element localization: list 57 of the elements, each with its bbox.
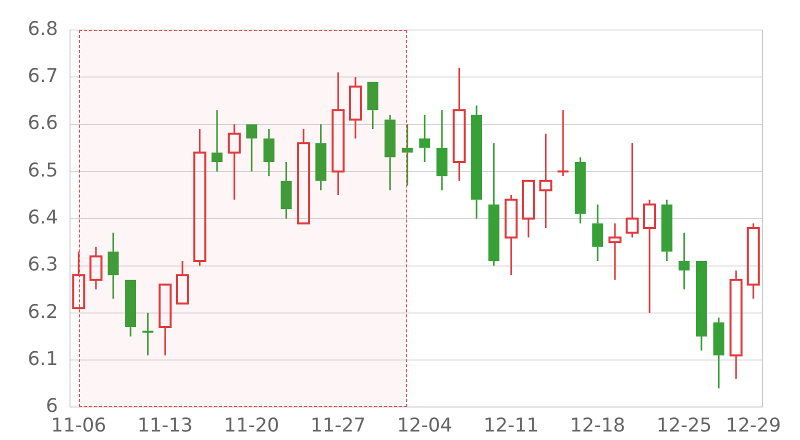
candlestick xyxy=(176,260,189,304)
x-tick-label: 11-20 xyxy=(224,414,280,437)
y-tick-label: 6.4 xyxy=(28,206,58,229)
candlestick xyxy=(556,109,570,177)
candlestick xyxy=(488,142,500,267)
candlestick xyxy=(471,104,482,220)
candlestick xyxy=(504,194,518,276)
x-tick-label: 12-29 xyxy=(726,414,781,437)
x-tick-label: 11-27 xyxy=(310,414,366,437)
candlestick xyxy=(89,246,102,290)
y-tick-label: 6 xyxy=(46,395,58,418)
candlestick xyxy=(193,128,206,267)
candlestick xyxy=(402,124,413,186)
candlestick xyxy=(348,76,362,140)
candlestick xyxy=(263,128,274,177)
candlestick xyxy=(419,114,430,163)
x-tick-label: 11-13 xyxy=(138,414,193,437)
candlestick xyxy=(315,124,326,192)
candlestick xyxy=(297,128,310,224)
candlestick xyxy=(730,270,743,380)
x-tick-label: 12-25 xyxy=(656,414,712,437)
candlestick xyxy=(158,284,172,356)
candlestick xyxy=(436,109,448,192)
candlestick xyxy=(696,261,707,352)
candlestick xyxy=(108,232,119,300)
x-tick-label: 11-06 xyxy=(51,414,106,437)
y-tick-label: 6.2 xyxy=(28,300,58,323)
x-tick-label: 12-11 xyxy=(484,414,539,437)
candlestick xyxy=(384,114,396,192)
y-tick-label: 6.6 xyxy=(28,112,58,134)
candlestick xyxy=(678,232,690,290)
candlestick xyxy=(228,124,241,201)
candlestick xyxy=(713,316,724,390)
candlestick xyxy=(367,82,378,130)
candlestick xyxy=(539,132,552,229)
candlestick xyxy=(332,72,345,196)
y-tick-label: 6.3 xyxy=(28,254,58,276)
candlestick xyxy=(246,124,258,172)
candlestick xyxy=(72,250,86,310)
candlestick xyxy=(626,142,639,238)
candlestick xyxy=(643,198,656,314)
candlestick xyxy=(746,222,760,300)
candlestick xyxy=(452,66,466,182)
candlestick xyxy=(608,222,622,281)
candlestick xyxy=(661,198,672,262)
candlestick xyxy=(574,156,586,224)
y-tick-label: 6.8 xyxy=(28,18,58,40)
y-tick-label: 6.5 xyxy=(28,159,58,182)
candlestick xyxy=(522,180,535,238)
x-tick-label: 12-18 xyxy=(570,414,626,437)
candlestick xyxy=(212,109,223,172)
candlestick xyxy=(280,161,292,220)
candlestick xyxy=(592,204,604,262)
candlestick xyxy=(141,312,154,356)
y-tick-label: 6.7 xyxy=(28,65,58,88)
x-tick-label: 12-04 xyxy=(397,414,452,437)
y-tick-label: 6.1 xyxy=(28,348,58,370)
